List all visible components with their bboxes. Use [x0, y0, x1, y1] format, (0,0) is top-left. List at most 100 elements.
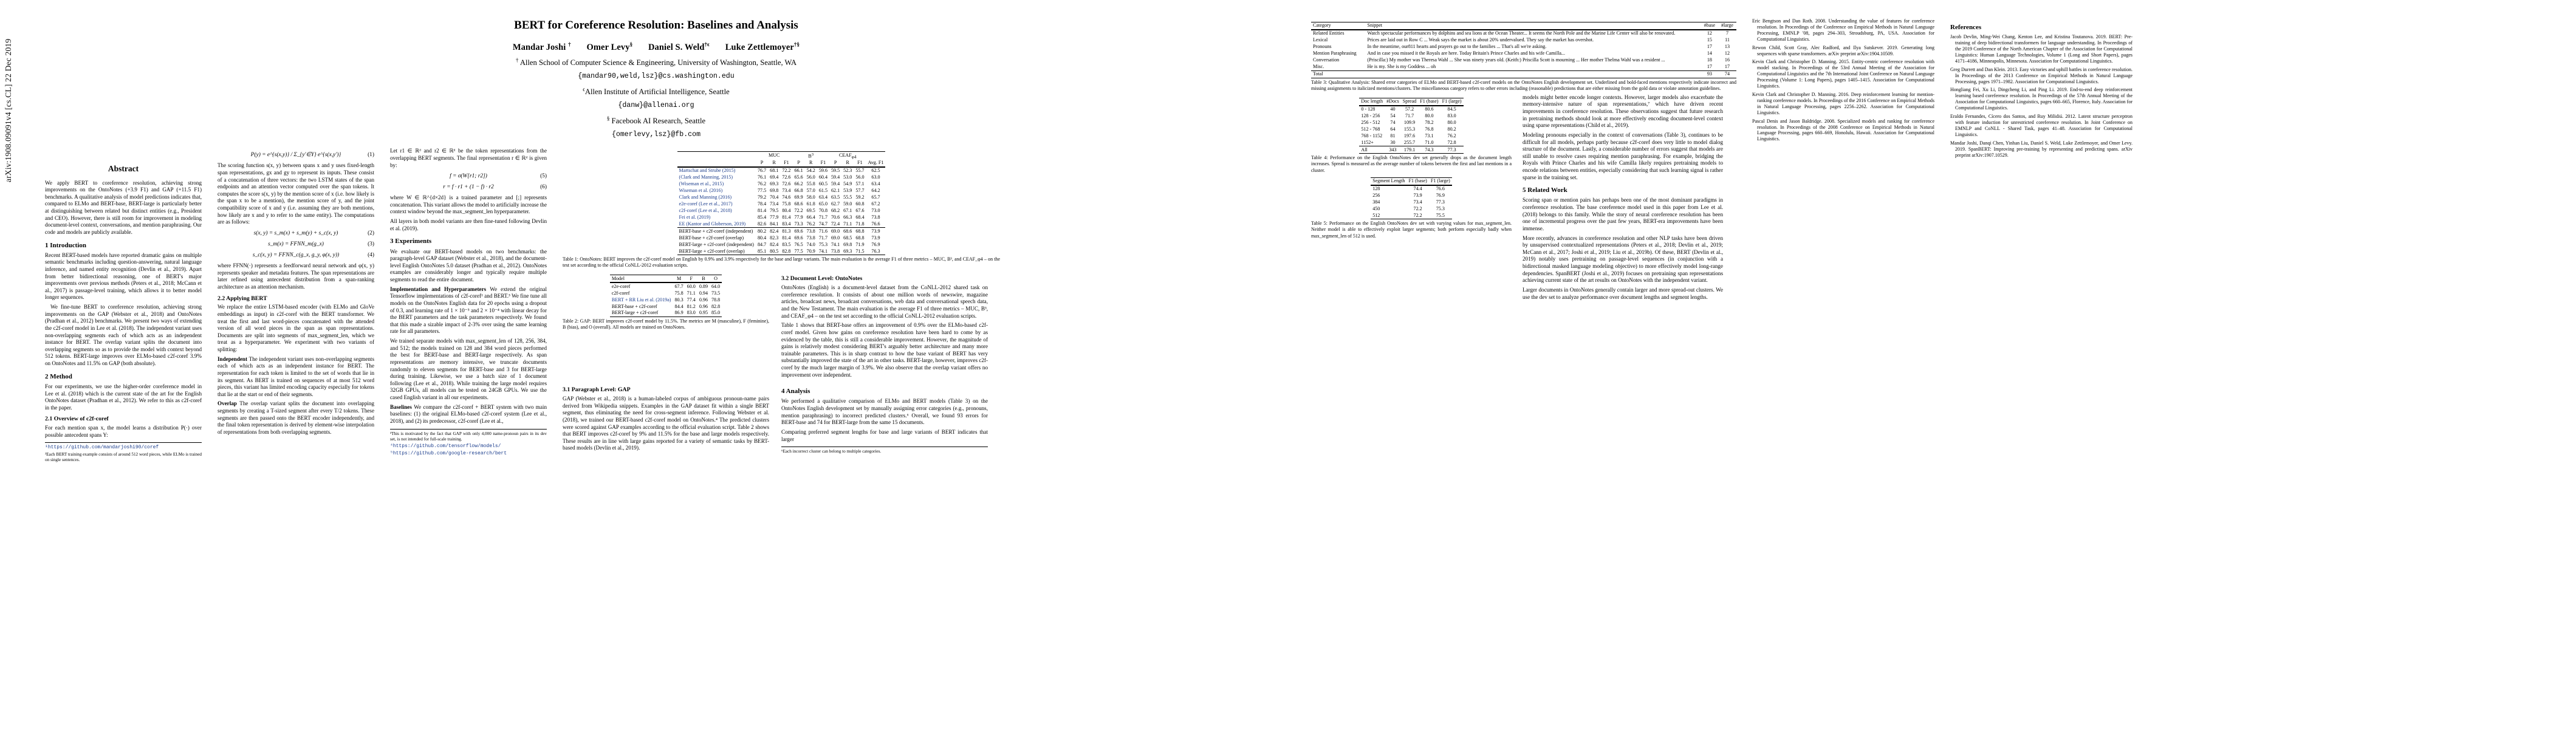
row-label: 512 - 768	[1361, 126, 1380, 132]
metric-value: 55.7	[855, 168, 865, 174]
metric-value: 68.6	[794, 200, 803, 207]
metric-value: 84.5	[1447, 106, 1456, 112]
metric-value: 76.3	[866, 248, 886, 256]
section-heading-related-work: 5 Related Work	[1523, 187, 1567, 194]
column-5-tables: Category Snippet #base #large Related Entit…	[1311, 18, 1736, 303]
equation-1: P(y) = e^{s(x,y)} / Σ_{y'∈Y} e^{s(x,y')}…	[250, 152, 374, 159]
metric-value: 84.1	[770, 221, 779, 227]
metric-value: 67.1	[843, 207, 852, 213]
table-row: Total 93 74	[1311, 70, 1736, 78]
table-3: Category Snippet #base #large Related Entit…	[1311, 21, 1736, 78]
paragraph-independent: Independent The independent variant uses…	[218, 355, 374, 397]
metric-value: 68.4	[855, 214, 865, 220]
metric-value: 70.9	[804, 248, 817, 256]
metric-value: 73.4	[782, 188, 791, 194]
metric-value: 66.8	[794, 188, 803, 194]
metric-value: 76.2	[1447, 132, 1456, 139]
metric-value: 82.4	[768, 227, 781, 235]
metric-value: 59.4	[831, 174, 840, 180]
metric-value: 73.3	[794, 221, 803, 227]
metric-value: 82.6	[757, 221, 767, 227]
author-list: Mandar Joshi † Omer Levy§ Daniel S. Weld…	[45, 41, 1267, 53]
metric-value: 67.7	[674, 283, 683, 289]
table-row-header: Category Snippet #base #large	[1311, 21, 1736, 30]
metric-value: 54.9	[843, 181, 852, 187]
metric-value: 69.3	[841, 248, 854, 256]
table-row: c2f-coref 75.8 71.1 0.94 73.5	[610, 290, 722, 296]
metric-value: 77.9	[770, 214, 779, 220]
metric-value: 78.2	[1425, 119, 1434, 125]
table-3-caption: Table 3: Qualitative Analysis: Shared er…	[1311, 79, 1736, 91]
model-name: BERT-large + c2f-coref	[609, 310, 673, 318]
metric-value: 81.2	[687, 303, 696, 309]
table-row: 256 - 512 74 109.9 78.2 80.0	[1359, 120, 1463, 126]
metric-value: 76.7	[757, 168, 767, 174]
category-label: Total	[1311, 70, 1366, 78]
metric-value: 80.3	[674, 296, 683, 303]
metric-value: 68.8	[854, 227, 866, 235]
author: Omer Levy§	[586, 41, 633, 52]
model-name: BERT-large + c2f-coref (independent)	[679, 241, 754, 247]
model-name: Martschat and Strube (2015)	[679, 168, 736, 174]
footnote-link[interactable]: ⁴https://github.com/tensorflow/models/	[390, 443, 501, 449]
model-name: e2e-coref	[611, 283, 631, 289]
footnote: ³This is motivated by the fact that GAP …	[390, 431, 547, 442]
table-row: 384 73.4 77.3	[1371, 199, 1452, 206]
column-1: Abstract We apply BERT to coreference re…	[45, 148, 202, 464]
paragraph: The scoring function s(x, y) between spa…	[218, 162, 374, 225]
table-row-group-header: MUC B3 CEAFφ4	[677, 151, 886, 160]
metric-value: 57.1	[855, 181, 865, 187]
subsection-heading-paragraph-level: 3.1 Paragraph Level: GAP	[563, 386, 631, 394]
metric-value: 75.5	[1428, 212, 1452, 220]
count-large: 7	[1725, 30, 1728, 36]
metric-value: 83.5	[782, 241, 791, 247]
metric-value: 57.0	[806, 188, 815, 194]
metric-value: 81	[1390, 132, 1396, 139]
equation-4: s_c(x, y) = FFNN_c(g_x, g_y, φ(x, y)) (4)	[252, 252, 374, 258]
table-row: BERT-base + c2f-coref 84.4 81.2 0.96 82.8	[610, 303, 722, 310]
column-4-text-3: 4 Analysis We performed a qualitative co…	[781, 382, 988, 456]
column-header: #base	[1701, 21, 1718, 30]
metric-value: 76.6	[871, 221, 880, 227]
table-row-header: Segment Length F1 (base) F1 (large)	[1371, 177, 1452, 186]
metric-value: 64	[1390, 126, 1396, 132]
paragraph: where W ∈ ℝ^{d×2d} is a trained paramete…	[390, 194, 547, 215]
snippet-text	[1365, 70, 1701, 78]
model-name: BERT-base + c2f-coref (independent)	[677, 227, 756, 235]
row-label: 128 - 256	[1361, 112, 1380, 118]
reference-entry: Pascal Denis and Jason Baldridge. 2008. …	[1752, 118, 1934, 142]
table-2: Model M F B O e2e-coref 67.7 60.0 0.89 64.0 c2f-c…	[609, 275, 722, 318]
table-5: Segment Length F1 (base) F1 (large) 128 74.…	[1371, 177, 1452, 220]
footnote-link[interactable]: ⁵https://github.com/google-research/bert	[390, 450, 507, 456]
affiliation-email: {omerlevy,lsz}@fb.com	[611, 131, 701, 139]
arxiv-stamp: arXiv:1908.09091v4 [cs.CL] 22 Dec 2019	[4, 38, 13, 182]
metric-value: 55.5	[843, 194, 852, 200]
metric-value: 59.2	[855, 194, 865, 200]
column-header: R	[841, 159, 854, 168]
metric-value: 86.9	[673, 310, 685, 318]
reference-entry: Greg Durrett and Dan Klein. 2013. Easy v…	[1950, 66, 2132, 84]
metric-value: 71.0	[1425, 139, 1434, 145]
metric-value: 72.2	[1413, 205, 1422, 211]
footnote-link[interactable]: ¹https://github.com/mandarjoshi90/coref	[45, 445, 159, 451]
metric-value: 71.7	[818, 214, 827, 220]
equation-5: f = σ(W[r1; r2]) (5)	[450, 173, 547, 180]
model-name: (Clark and Manning, 2015)	[679, 174, 733, 180]
row-label: 512	[1371, 212, 1407, 220]
metric-value: 70.8	[818, 207, 827, 213]
table-row: c2f-coref (Lee et al., 2018) 81.4 79.5 80.4…	[677, 208, 886, 214]
metric-value: 76.5	[794, 241, 803, 247]
metric-value: 73.8	[829, 248, 842, 256]
metric-value: 63.5	[831, 194, 840, 200]
column-header: Spread	[1400, 97, 1419, 106]
metric-value: 81.4	[782, 234, 791, 241]
paragraph: Modeling pronouns especially in the cont…	[1523, 131, 1723, 180]
column-header: R	[768, 159, 781, 168]
column-5-text: models might better encode longer contex…	[1523, 94, 1723, 303]
page-title: BERT for Coreference Resolution: Baselin…	[514, 19, 798, 32]
metric-value: 53.0	[843, 174, 852, 180]
column-header: F1 (large)	[1428, 177, 1452, 186]
table-2-gap: Model M F B O e2e-coref 67.7 60.0 0.89 64.0 c2f-c…	[563, 275, 769, 318]
count-large: 13	[1724, 44, 1730, 50]
metric-value: 85.0	[710, 310, 722, 318]
